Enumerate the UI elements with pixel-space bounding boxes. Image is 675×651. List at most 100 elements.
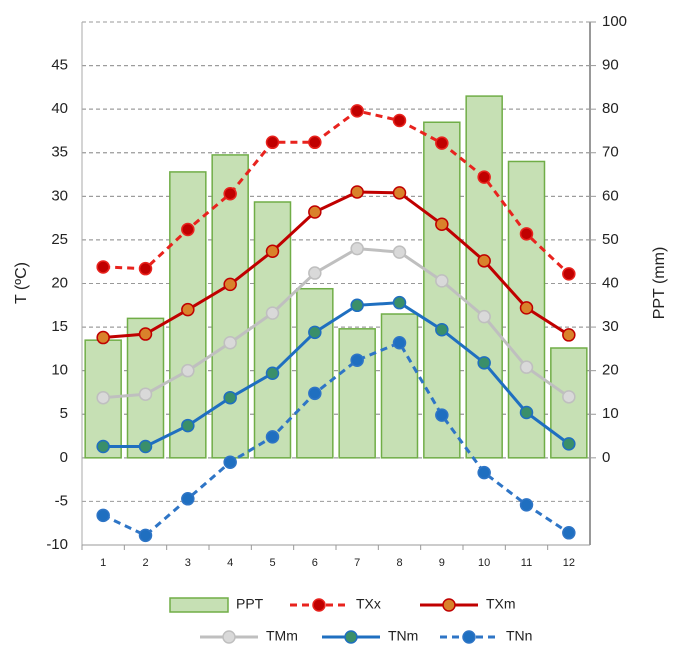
marker — [138, 261, 153, 276]
line — [102, 340, 570, 538]
marker — [308, 266, 322, 280]
line — [103, 109, 570, 276]
marker — [181, 302, 195, 317]
y-tick-label: 10 — [51, 362, 68, 379]
marker — [519, 405, 534, 420]
y2-tick-label: 90 — [602, 57, 619, 74]
line — [103, 190, 570, 340]
y-tick-label: 35 — [51, 144, 68, 161]
y-axis-label: T (ºC) — [13, 262, 30, 304]
bar — [338, 328, 376, 459]
marker — [308, 325, 322, 340]
x-tick-label: 8 — [396, 557, 402, 569]
marker — [265, 306, 280, 320]
y2-tick-label: 30 — [602, 318, 619, 335]
y2-tick-label: 70 — [602, 144, 619, 161]
marker — [392, 295, 407, 310]
marker — [96, 330, 110, 345]
bar — [465, 95, 503, 459]
marker — [350, 104, 364, 118]
y-tick-label: 40 — [51, 100, 68, 117]
line — [103, 301, 570, 449]
marker — [519, 301, 534, 315]
bar — [253, 201, 292, 459]
marker — [350, 185, 364, 199]
marker — [138, 387, 153, 401]
y-tick-label: -10 — [46, 536, 68, 553]
marker — [562, 526, 576, 540]
legend-marker — [462, 630, 476, 644]
marker — [435, 274, 449, 288]
marker — [519, 227, 534, 241]
y-tick-label: -5 — [55, 492, 68, 509]
y-tick-label: 45 — [51, 57, 68, 74]
marker — [96, 508, 110, 523]
y2-tick-label: 50 — [602, 231, 619, 248]
marker — [223, 186, 237, 201]
legend-marker — [344, 630, 358, 644]
marker — [392, 113, 407, 128]
marker — [350, 298, 364, 313]
y-tick-label: 0 — [60, 449, 68, 466]
y2-tick-label: 10 — [602, 405, 619, 422]
legend-label: TMm — [266, 628, 298, 644]
marker — [435, 136, 449, 150]
legend-marker — [442, 598, 456, 612]
y-tick-label: 20 — [51, 274, 68, 291]
y2-axis-label: PPT (mm) — [651, 247, 668, 320]
marker — [519, 498, 534, 512]
marker — [265, 244, 280, 258]
marker — [308, 205, 322, 219]
marker — [265, 430, 280, 444]
marker — [96, 260, 110, 274]
marker — [96, 439, 110, 454]
marker — [392, 336, 407, 350]
legend-swatch — [169, 597, 229, 613]
legend-label: TXx — [356, 596, 381, 612]
marker — [477, 254, 491, 268]
marker — [477, 465, 491, 480]
marker — [265, 366, 280, 381]
marker — [350, 241, 364, 256]
marker — [562, 390, 576, 404]
marker — [181, 363, 195, 378]
marker — [435, 217, 449, 231]
marker — [477, 170, 491, 184]
legend-marker — [312, 598, 326, 612]
bar — [296, 287, 334, 459]
marker — [181, 492, 195, 506]
marker — [138, 327, 153, 341]
marker — [477, 309, 491, 324]
legend-label: TNm — [388, 628, 418, 644]
y2-tick-label: 40 — [602, 274, 619, 291]
marker — [435, 322, 449, 337]
marker — [223, 455, 237, 469]
marker — [138, 528, 153, 543]
x-tick-label: 11 — [521, 557, 532, 569]
marker — [435, 408, 449, 422]
legend-label: TXm — [486, 596, 516, 612]
x-tick-label: 1 — [100, 557, 106, 569]
marker — [562, 437, 576, 451]
legend-label: PPT — [236, 596, 264, 612]
y-tick-label: 30 — [51, 187, 68, 204]
marker — [392, 245, 407, 259]
marker — [138, 439, 153, 454]
marker — [562, 267, 576, 281]
marker — [265, 135, 280, 150]
marker — [96, 390, 110, 405]
marker — [308, 386, 322, 401]
y-tick-label: 15 — [51, 318, 68, 335]
y2-tick-label: 0 — [602, 449, 610, 466]
marker — [181, 418, 195, 433]
x-tick-label: 6 — [312, 557, 318, 569]
legend-label: TNn — [506, 628, 532, 644]
y-tick-label: 5 — [60, 405, 68, 422]
x-tick-label: 3 — [185, 557, 191, 569]
bar — [380, 313, 419, 459]
x-tick-label: 9 — [439, 557, 445, 569]
marker — [181, 222, 195, 237]
marker — [562, 328, 576, 342]
y2-tick-label: 80 — [602, 100, 619, 117]
